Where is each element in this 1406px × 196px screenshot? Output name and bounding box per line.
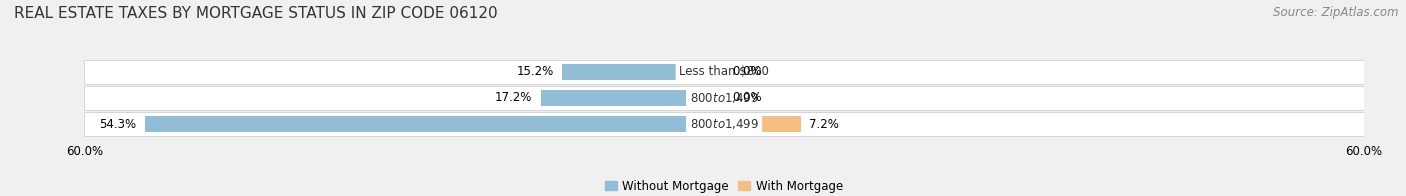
Bar — [541, 90, 724, 106]
Text: REAL ESTATE TAXES BY MORTGAGE STATUS IN ZIP CODE 06120: REAL ESTATE TAXES BY MORTGAGE STATUS IN … — [14, 6, 498, 21]
Legend: Without Mortgage, With Mortgage: Without Mortgage, With Mortgage — [600, 175, 848, 196]
Text: 7.2%: 7.2% — [810, 118, 839, 131]
Text: Less than $800: Less than $800 — [679, 65, 769, 78]
Text: 15.2%: 15.2% — [516, 65, 554, 78]
Text: $800 to $1,499: $800 to $1,499 — [689, 117, 759, 131]
Text: 0.0%: 0.0% — [733, 65, 762, 78]
Text: 0.0%: 0.0% — [733, 92, 762, 104]
Bar — [145, 116, 724, 132]
Bar — [84, 112, 1364, 136]
Bar — [724, 116, 801, 132]
Text: 54.3%: 54.3% — [100, 118, 136, 131]
Bar — [84, 86, 1364, 110]
Bar — [562, 64, 724, 80]
Text: Source: ZipAtlas.com: Source: ZipAtlas.com — [1274, 6, 1399, 19]
Text: 17.2%: 17.2% — [495, 92, 533, 104]
Bar — [84, 60, 1364, 84]
Text: $800 to $1,499: $800 to $1,499 — [689, 91, 759, 105]
